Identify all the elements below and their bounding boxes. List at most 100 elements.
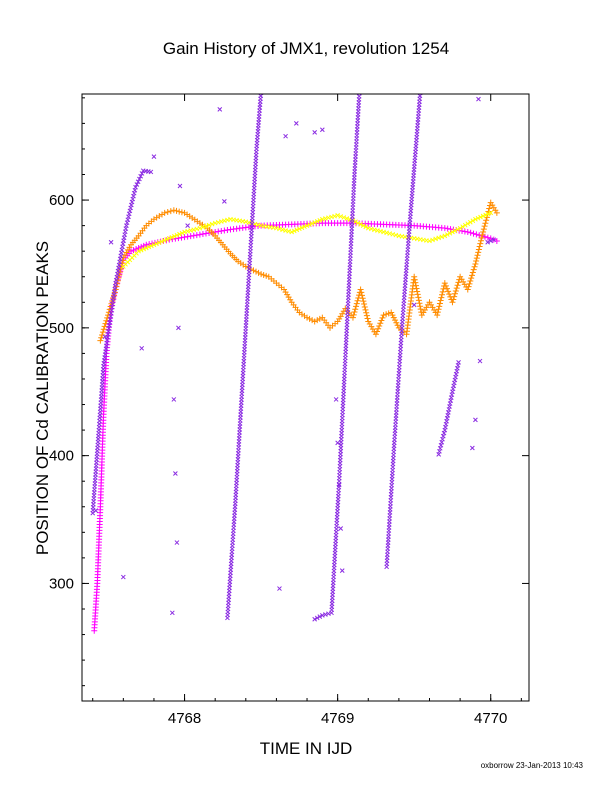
data-point (199, 231, 206, 238)
data-point (156, 213, 163, 220)
data-point (480, 229, 487, 236)
data-point (307, 222, 312, 227)
data-point (467, 229, 474, 236)
data-point (445, 232, 450, 237)
y-tick-label: 400 (49, 448, 74, 465)
data-point (101, 323, 108, 330)
data-point (141, 246, 147, 252)
data-point (420, 70, 424, 74)
data-point (474, 252, 481, 259)
data-point (455, 227, 460, 232)
data-point (224, 226, 231, 233)
data-point (138, 247, 144, 253)
data-point (493, 209, 500, 216)
data-point (470, 230, 477, 237)
data-point (349, 314, 356, 321)
data-point (388, 309, 395, 316)
data-point (476, 243, 483, 250)
data-point (455, 279, 462, 286)
data-point (483, 217, 490, 224)
data-point (317, 614, 323, 620)
data-point (359, 70, 363, 74)
data-point (312, 129, 318, 135)
data-point (333, 397, 339, 402)
data-point (468, 275, 475, 282)
data-point (414, 288, 421, 295)
data-point (100, 326, 107, 333)
data-point (215, 228, 222, 235)
data-point (202, 230, 209, 237)
data-point (419, 76, 423, 80)
data-point (319, 127, 325, 133)
data-point (116, 271, 123, 278)
data-point (344, 216, 350, 221)
data-point (439, 291, 446, 298)
data-point (394, 322, 401, 329)
data-point (138, 243, 145, 250)
data-point (260, 272, 267, 279)
x-tick-label: 4770 (474, 710, 507, 727)
data-point (222, 198, 227, 204)
data-point (363, 312, 370, 319)
data-point (439, 234, 445, 240)
data-point (139, 345, 145, 351)
data-point (203, 223, 209, 229)
data-point (451, 293, 458, 300)
data-point (473, 258, 480, 265)
data-point (392, 317, 399, 324)
data-point (99, 329, 106, 336)
data-point (447, 230, 453, 236)
data-point (433, 236, 438, 242)
data-point (378, 317, 385, 324)
data-point (260, 76, 264, 80)
data-point (312, 616, 318, 622)
data-point (293, 121, 299, 126)
data-point (477, 237, 484, 244)
data-point (358, 76, 362, 80)
data-point (358, 289, 365, 296)
data-point (259, 88, 263, 92)
data-point (98, 334, 105, 341)
data-point (139, 171, 145, 176)
data-point (255, 269, 262, 276)
data-point (299, 225, 305, 231)
data-point (473, 417, 478, 423)
data-point (483, 212, 488, 218)
data-point (364, 315, 371, 322)
data-point (471, 263, 478, 270)
data-point (380, 312, 387, 319)
data-point (472, 260, 479, 267)
data-point (417, 306, 424, 313)
data-point (475, 215, 481, 221)
data-point (164, 208, 171, 215)
data-point (253, 268, 260, 275)
data-point (137, 176, 142, 182)
data-point (221, 227, 228, 234)
data-point (260, 79, 264, 83)
data-point (102, 334, 108, 340)
data-point (209, 221, 215, 227)
data-point (446, 291, 453, 298)
data-point (414, 291, 421, 298)
data-point (437, 297, 444, 304)
data-point (411, 276, 418, 283)
data-point (377, 320, 384, 327)
data-point (479, 231, 486, 238)
data-point (419, 79, 423, 83)
data-point (418, 88, 422, 92)
data-point (419, 82, 423, 86)
data-point (161, 209, 168, 216)
y-axis: 300 400 500 600 (49, 97, 529, 687)
data-point (356, 94, 362, 96)
y-tick-label: 500 (49, 320, 74, 337)
data-point (417, 303, 424, 310)
data-point (99, 331, 106, 338)
data-point (184, 233, 191, 240)
data-point (435, 306, 442, 313)
data-point (379, 314, 386, 321)
data-point (353, 219, 358, 225)
data-point (218, 227, 225, 234)
data-point (376, 323, 383, 330)
data-point (477, 358, 483, 364)
data-point (473, 231, 480, 238)
